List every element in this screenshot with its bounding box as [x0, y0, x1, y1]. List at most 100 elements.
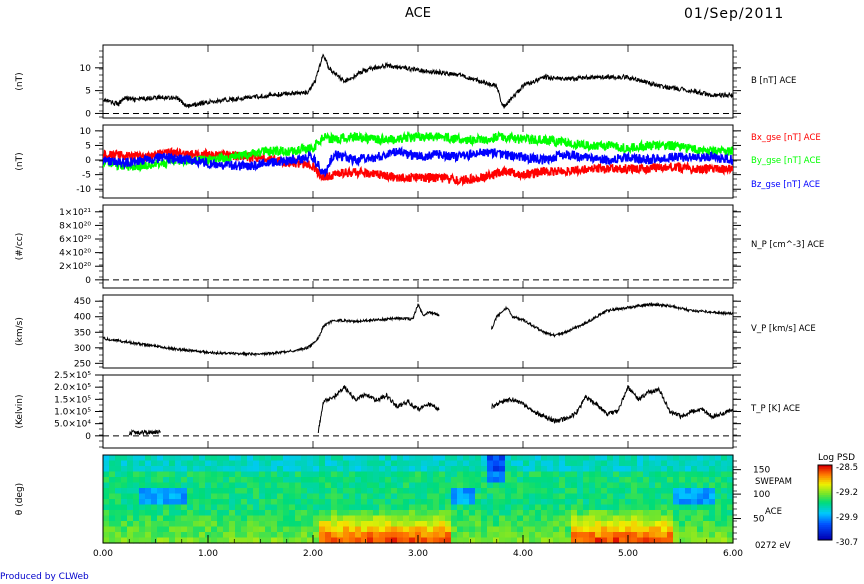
- heatmap-cell: [553, 488, 560, 495]
- heatmap-cell: [697, 504, 704, 511]
- heatmap-cell: [205, 477, 212, 484]
- heatmap-cell: [259, 537, 266, 544]
- heatmap-cell: [565, 466, 572, 473]
- heatmap-cell: [337, 532, 344, 539]
- heatmap-cell: [505, 488, 512, 495]
- date-label: 01/Sep/2011: [684, 6, 785, 22]
- colorbar-swatch: [818, 489, 832, 492]
- heatmap-cell: [673, 532, 680, 539]
- heatmap-cell: [721, 482, 728, 489]
- heatmap-cell: [607, 482, 614, 489]
- heatmap-cell: [481, 521, 488, 528]
- heatmap-cell: [511, 526, 518, 533]
- colorbar-swatch: [818, 493, 832, 496]
- heatmap-cell: [373, 532, 380, 539]
- heatmap-cell: [433, 521, 440, 528]
- heatmap-cell: [577, 488, 584, 495]
- heatmap-cell: [619, 537, 626, 544]
- heatmap-cell: [709, 460, 716, 467]
- heatmap-cell: [157, 488, 164, 495]
- heatmap-cell: [421, 532, 428, 539]
- heatmap-cell: [643, 510, 650, 517]
- heatmap-cell: [427, 482, 434, 489]
- heatmap-cell: [481, 510, 488, 517]
- heatmap-cell: [121, 532, 128, 539]
- heatmap-cell: [721, 504, 728, 511]
- heatmap-cell: [319, 499, 326, 506]
- colorbar-tick-label: -30.7: [836, 538, 858, 548]
- heatmap-cell: [403, 526, 410, 533]
- heatmap-cell: [409, 488, 416, 495]
- heatmap-cell: [145, 493, 152, 500]
- heatmap-cell: [367, 515, 374, 522]
- colorbar-title: Log PSD: [818, 453, 855, 463]
- heatmap-cell: [253, 471, 260, 478]
- heatmap-cell: [361, 532, 368, 539]
- heatmap-cell: [109, 482, 116, 489]
- heatmap-cell: [547, 466, 554, 473]
- heatmap-cell: [169, 466, 176, 473]
- heatmap-cell: [127, 537, 134, 544]
- heatmap-cell: [655, 482, 662, 489]
- heatmap-cell: [673, 499, 680, 506]
- heatmap-cell: [289, 488, 296, 495]
- heatmap-cell: [157, 526, 164, 533]
- heatmap-cell: [589, 510, 596, 517]
- heatmap-cell: [679, 515, 686, 522]
- heatmap-cell: [547, 460, 554, 467]
- heatmap-cell: [277, 455, 284, 462]
- heatmap-cell: [163, 526, 170, 533]
- heatmap-cell: [415, 471, 422, 478]
- heatmap-cell: [439, 537, 446, 544]
- heatmap-cell: [541, 499, 548, 506]
- heatmap-cell: [343, 515, 350, 522]
- heatmap-cell: [193, 521, 200, 528]
- heatmap-cell: [277, 510, 284, 517]
- heatmap-cell: [121, 510, 128, 517]
- heatmap-cell: [697, 471, 704, 478]
- heatmap-cell: [625, 482, 632, 489]
- heatmap-cell: [307, 537, 314, 544]
- heatmap-cell: [181, 466, 188, 473]
- colorbar-swatch: [818, 511, 832, 515]
- heatmap-cell: [223, 521, 230, 528]
- heatmap-cell: [511, 537, 518, 544]
- heatmap-cell: [445, 460, 452, 467]
- heatmap-cell: [373, 471, 380, 478]
- heatmap-cell: [439, 515, 446, 522]
- heatmap-cell: [541, 477, 548, 484]
- heatmap-cell: [397, 532, 404, 539]
- heatmap-cell: [253, 466, 260, 473]
- heatmap-cell: [193, 455, 200, 462]
- heatmap-cell: [475, 515, 482, 522]
- heatmap-cell: [673, 455, 680, 462]
- heatmap-cell: [325, 460, 332, 467]
- heatmap-cell: [661, 526, 668, 533]
- heatmap-cell: [271, 532, 278, 539]
- heatmap-cell: [565, 532, 572, 539]
- heatmap-cell: [145, 537, 152, 544]
- heatmap-cell: [667, 537, 674, 544]
- heatmap-cell: [715, 532, 722, 539]
- heatmap-cell: [631, 521, 638, 528]
- heatmap-cell: [589, 488, 596, 495]
- heatmap-cell: [145, 477, 152, 484]
- heatmap-cell: [265, 493, 272, 500]
- heatmap-cell: [301, 460, 308, 467]
- heatmap-cell: [403, 493, 410, 500]
- heatmap-cell: [307, 515, 314, 522]
- heatmap-cell: [715, 537, 722, 544]
- heatmap-cell: [577, 493, 584, 500]
- heatmap-cell: [259, 471, 266, 478]
- heatmap-cell: [133, 471, 140, 478]
- heatmap-cell: [319, 510, 326, 517]
- heatmap-cell: [259, 499, 266, 506]
- heatmap-cell: [145, 471, 152, 478]
- heatmap-cell: [133, 526, 140, 533]
- heatmap-cell: [487, 504, 494, 511]
- heatmap-cell: [169, 493, 176, 500]
- heatmap-cell: [421, 521, 428, 528]
- heatmap-cell: [547, 471, 554, 478]
- y-tick-label: 1.5×10⁵: [54, 395, 91, 405]
